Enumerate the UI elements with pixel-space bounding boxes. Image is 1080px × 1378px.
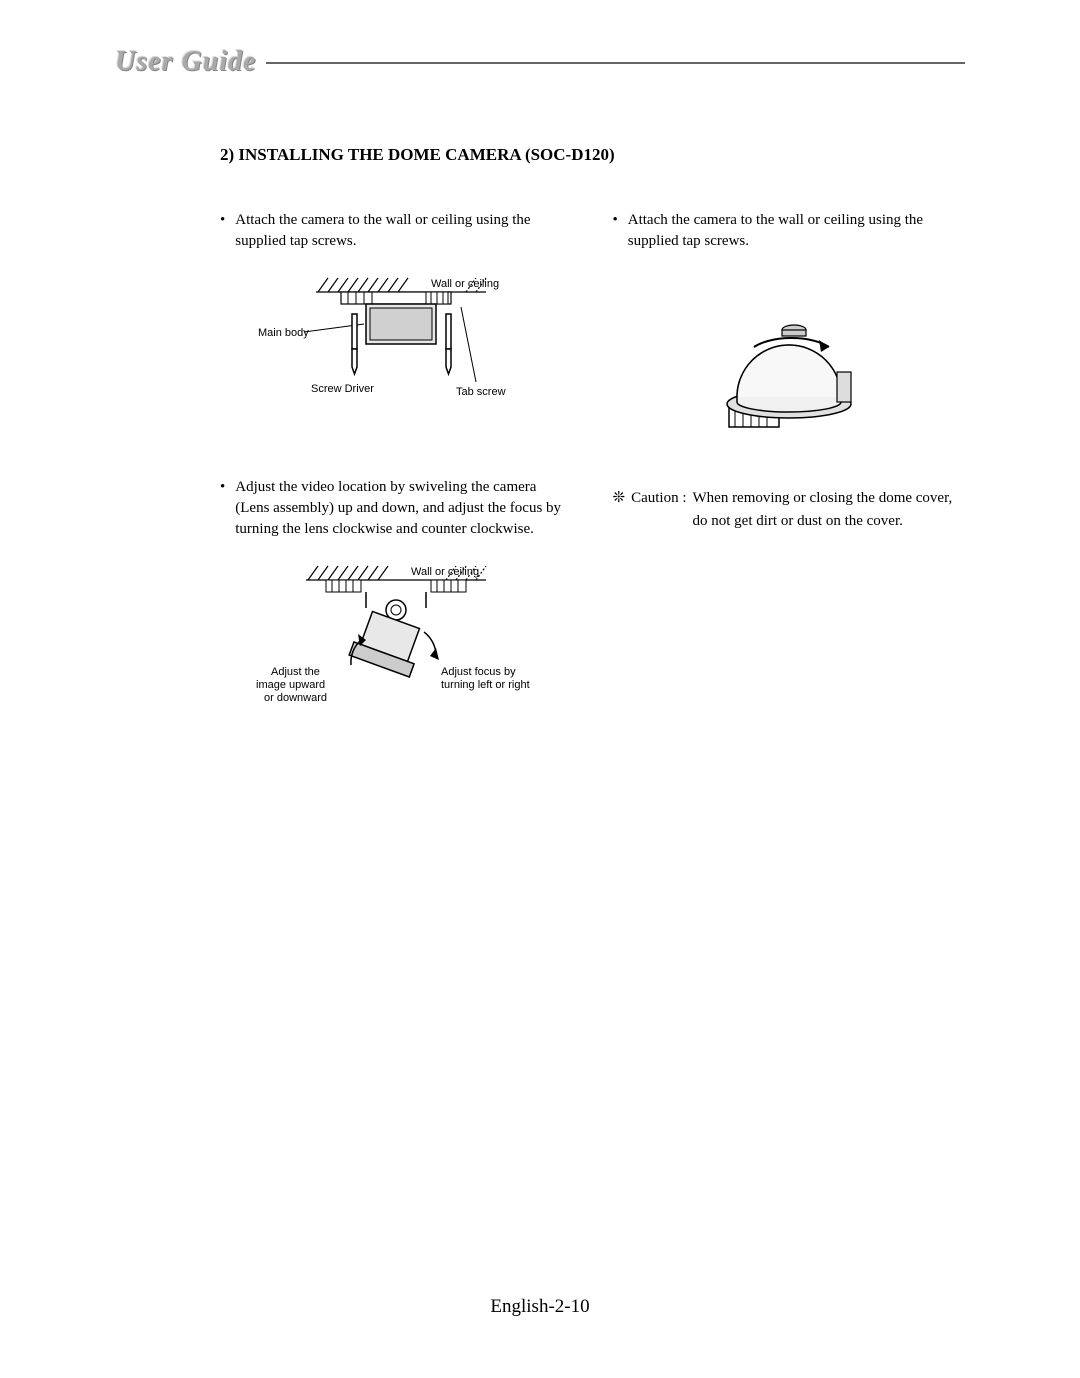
adjust-image-label-2: image upward: [256, 679, 325, 691]
bullet-icon: •: [220, 210, 225, 252]
adjust-focus-label-1: Adjust focus by: [441, 666, 516, 678]
bullet-text: Attach the camera to the wall or ceiling…: [235, 210, 572, 252]
section-title: 2) INSTALLING THE DOME CAMERA (SOC-D120): [220, 145, 615, 165]
wall-label: Wall or ceiling: [431, 278, 499, 290]
caution-label: Caution :: [631, 487, 686, 532]
bullet-text: Adjust the video location by swiveling t…: [235, 477, 572, 540]
diagram-mounting: Wall or ceiling Main body: [220, 272, 573, 437]
diagram-adjust: Wall or ceiling: [220, 560, 573, 735]
screw-driver-label: Screw Driver: [311, 383, 374, 395]
caution-text: When removing or closing the dome cover,…: [693, 487, 966, 532]
adjust-image-label-3: or downward: [264, 692, 327, 704]
wall-label-2: Wall or ceiling: [411, 566, 479, 578]
right-bullet-1: • Attach the camera to the wall or ceili…: [613, 210, 966, 252]
main-body-label: Main body: [258, 327, 309, 339]
bullet-text: Attach the camera to the wall or ceiling…: [628, 210, 965, 252]
left-bullet-2: • Adjust the video location by swiveling…: [220, 477, 573, 540]
bullet-icon: •: [613, 210, 618, 252]
caution-note: ❊ Caution : When removing or closing the…: [613, 487, 966, 532]
tab-screw-label: Tab screw: [456, 386, 506, 398]
caution-symbol-icon: ❊: [613, 487, 626, 532]
bullet-icon: •: [220, 477, 225, 540]
diagram-dome: [613, 292, 966, 457]
adjust-focus-label-2: turning left or right: [441, 679, 530, 691]
page-footer: English-2-10: [0, 1296, 1080, 1318]
right-column: • Attach the camera to the wall or ceili…: [613, 210, 966, 755]
adjust-image-label-1: Adjust the: [271, 666, 320, 678]
content-area: • Attach the camera to the wall or ceili…: [220, 210, 965, 755]
page-header-title: User Guide: [115, 46, 266, 78]
left-column: • Attach the camera to the wall or ceili…: [220, 210, 573, 755]
left-bullet-1: • Attach the camera to the wall or ceili…: [220, 210, 573, 252]
